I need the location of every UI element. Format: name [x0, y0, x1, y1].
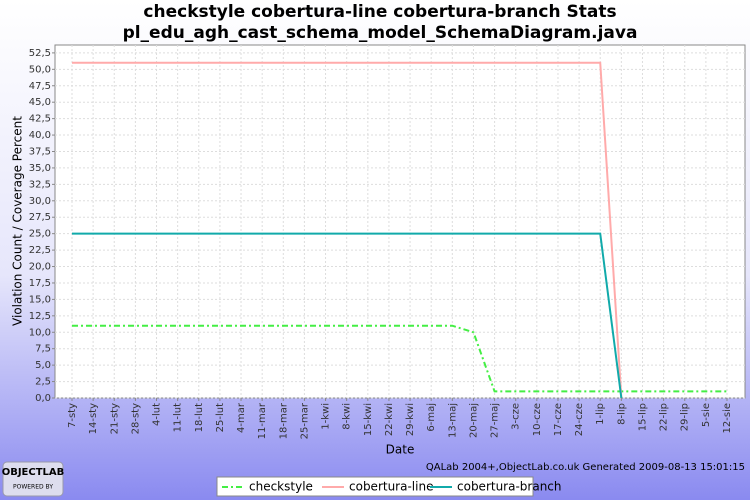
y-tick-label: 17,5 [29, 278, 51, 289]
x-tick-label: 25-lut [215, 403, 226, 432]
footer: QALab 2004+,ObjectLab.co.uk Generated 20… [426, 462, 745, 473]
x-tick-label: 1-lip [595, 403, 606, 425]
y-tick-label: 40,0 [29, 130, 51, 141]
x-tick-label: 4-lut [152, 403, 163, 426]
y-tick-label: 47,5 [29, 81, 51, 92]
y-tick-label: 37,5 [29, 146, 51, 157]
plot-area [54, 44, 746, 399]
x-tick-label: 17-cze [553, 403, 564, 436]
y-tick-label: 32,5 [29, 179, 51, 190]
chart-subtitle: pl_edu_agh_cast_schema_model_SchemaDiagr… [123, 23, 638, 43]
x-tick-label: 8-kwi [342, 403, 353, 430]
x-tick-label: 1-kwi [321, 403, 332, 430]
x-tick-label: 12-sie [722, 403, 733, 433]
x-tick-label: 14-sty [88, 403, 99, 434]
y-axis-label: Violation Count / Coverage Percent [11, 116, 25, 326]
y-tick-label: 52,5 [29, 48, 51, 59]
series-line [72, 232, 623, 399]
x-tick-label: 4-mar [236, 402, 247, 433]
series-line [72, 324, 727, 393]
x-tick-label: 5-sie [701, 403, 712, 427]
y-tick-label: 42,5 [29, 114, 51, 125]
x-tick-label: 3-cze [511, 403, 522, 430]
y-tick-label: 20,0 [29, 262, 51, 273]
x-tick-label: 13-maj [447, 403, 458, 438]
y-tick-label: 2,5 [35, 377, 51, 388]
x-tick-label: 15-kwi [363, 403, 374, 436]
x-tick-label: 8-lip [616, 403, 627, 425]
x-tick-label: 11-lut [173, 403, 184, 432]
x-tick-label: 15-lip [637, 403, 648, 431]
y-tick-label: 7,5 [35, 344, 51, 355]
x-tick-label: 29-kwi [405, 403, 416, 436]
y-tick-label: 30,0 [29, 196, 51, 207]
y-tick-label: 0,0 [35, 393, 51, 404]
x-tick-label: 27-maj [490, 403, 501, 438]
y-tick-label: 45,0 [29, 97, 51, 108]
y-tick-label: 50,0 [29, 64, 51, 75]
y-tick-label: 10,0 [29, 327, 51, 338]
legend-label: checkstyle [249, 480, 313, 494]
logo-sub: POWERED BY [13, 484, 53, 491]
chart-title: checkstyle cobertura-line cobertura-bran… [143, 2, 616, 22]
x-tick-label: 20-maj [468, 403, 479, 438]
legend-label: cobertura-line [349, 480, 433, 494]
x-tick-label: 24-cze [574, 403, 585, 436]
x-tick-label: 22-kwi [384, 403, 395, 436]
x-tick-label: 18-mar [278, 402, 289, 439]
y-tick-label: 22,5 [29, 245, 51, 256]
y-tick-label: 12,5 [29, 311, 51, 322]
x-tick-label: 25-mar [299, 402, 310, 439]
x-tick-label: 21-sty [109, 403, 120, 434]
x-tick-label: 11-mar [257, 402, 268, 439]
x-axis-label: Date [386, 443, 415, 457]
y-tick-label: 35,0 [29, 163, 51, 174]
y-tick-label: 5,0 [35, 360, 51, 371]
y-tick-label: 15,0 [29, 294, 51, 305]
y-tick-label: 25,0 [29, 229, 51, 240]
series-line [72, 61, 623, 399]
logo: OBJECTLAB [2, 467, 65, 478]
x-tick-label: 22-lip [659, 403, 670, 431]
x-tick-label: 10-cze [532, 403, 543, 436]
x-tick-label: 28-sty [130, 403, 141, 434]
x-tick-label: 7-sty [67, 403, 78, 428]
x-tick-label: 6-maj [426, 403, 437, 432]
y-tick-label: 27,5 [29, 212, 51, 223]
legend-label: cobertura-branch [457, 480, 562, 494]
x-tick-label: 29-lip [680, 403, 691, 431]
x-tick-label: 18-lut [194, 403, 205, 432]
legend [216, 476, 534, 497]
logo-box [2, 461, 64, 497]
